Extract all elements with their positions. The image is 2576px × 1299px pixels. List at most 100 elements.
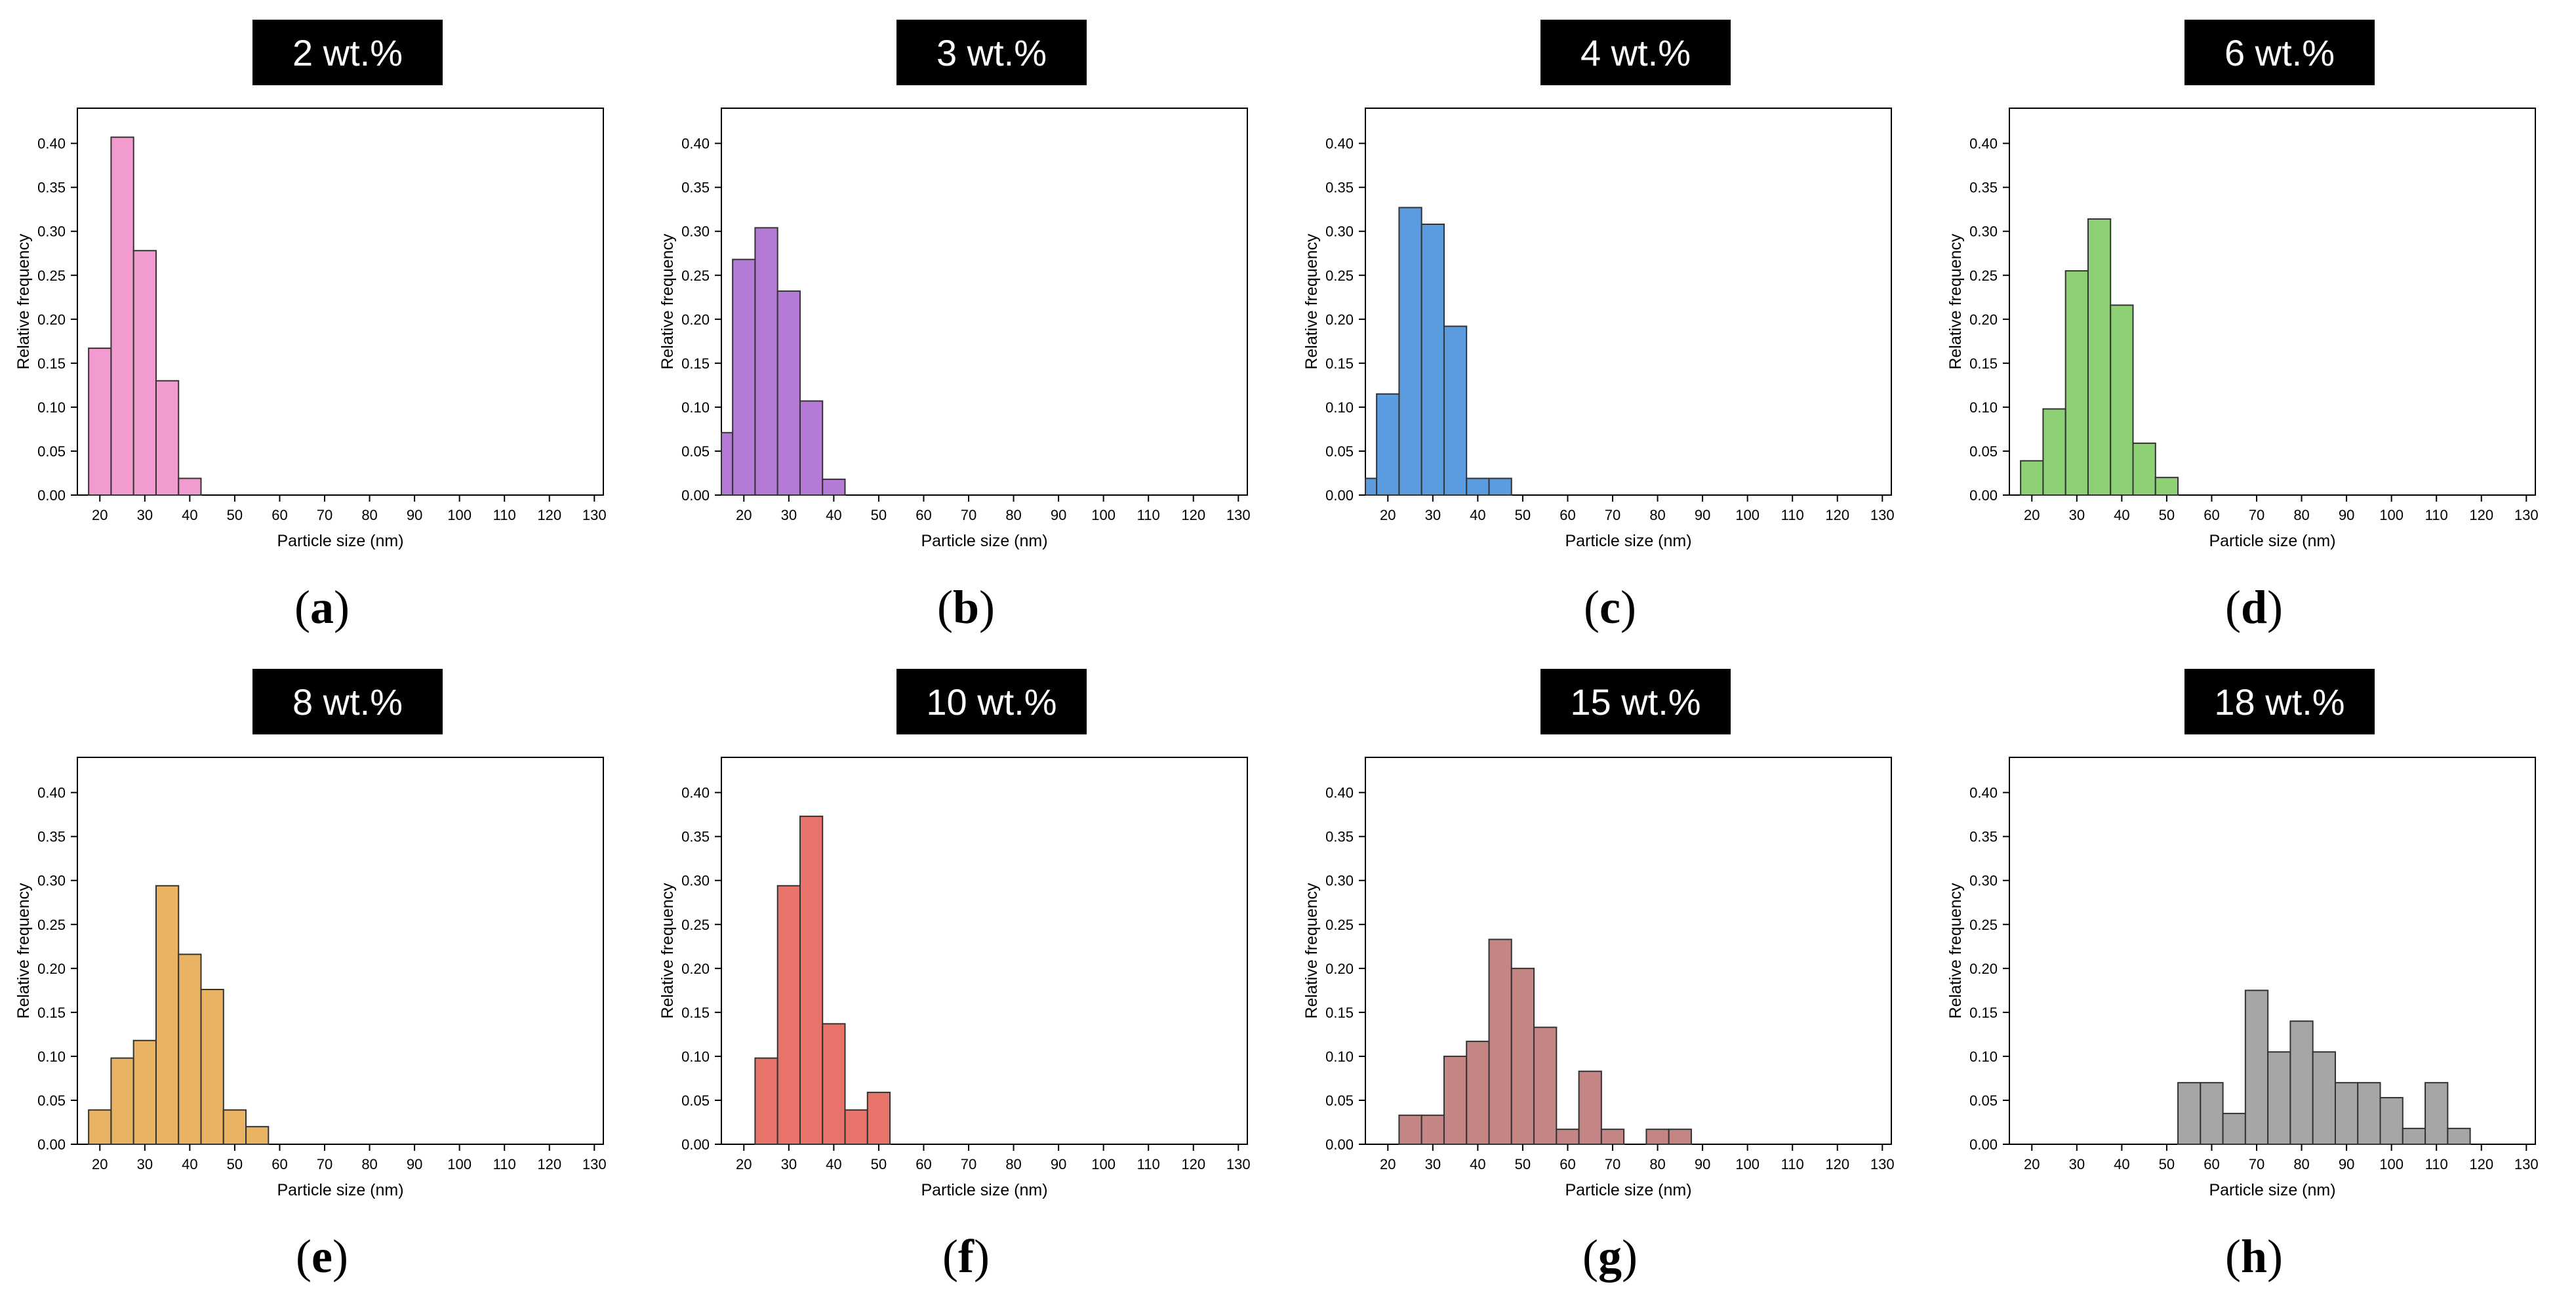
histogram-bar [2132, 442, 2156, 496]
y-tick-label: 0.05 [681, 1092, 710, 1109]
x-tick-label: 110 [2425, 1156, 2448, 1172]
y-axis-label: Relative frequency [658, 233, 677, 370]
x-tick-label: 70 [1605, 1156, 1620, 1172]
y-tick-label: 0.25 [37, 917, 66, 933]
histogram-bar [1365, 477, 1378, 496]
x-tick-label: 30 [1425, 507, 1441, 523]
panel-letter: (e) [296, 1230, 348, 1283]
y-tick-label: 0.00 [37, 1136, 66, 1153]
y-tick-label: 0.40 [37, 136, 66, 152]
x-tick-label: 50 [871, 1156, 887, 1172]
histogram-bar [110, 136, 134, 496]
x-tick-label: 120 [1181, 1156, 1205, 1172]
plot-frame [1365, 108, 1892, 496]
panel-letter: (h) [2224, 1230, 2283, 1283]
chart-title: 3 wt.% [896, 20, 1087, 85]
x-tick-label: 110 [493, 507, 516, 523]
histogram-bar [1398, 1114, 1422, 1145]
y-tick-label: 0.20 [1969, 311, 1998, 328]
y-tick-label: 0.15 [1969, 1005, 1998, 1021]
histogram-bar [2267, 1051, 2291, 1145]
x-tick-label: 90 [407, 507, 422, 523]
histogram-bar [2110, 304, 2134, 496]
x-tick-label: 60 [916, 507, 931, 523]
histogram-bar [2154, 477, 2179, 496]
y-tick-label: 0.40 [37, 785, 66, 801]
y-tick-label: 0.05 [1325, 1092, 1354, 1109]
x-tick-label: 40 [2114, 507, 2129, 523]
histogram-bar [1398, 207, 1422, 496]
y-axis-label: Relative frequency [14, 233, 33, 370]
histogram-bar [1578, 1070, 1602, 1145]
x-tick-label: 30 [1425, 1156, 1441, 1172]
x-axis-label: Particle size (nm) [921, 1181, 1047, 1199]
panel-letter: (c) [1584, 581, 1636, 633]
panel-letter-text: h [2240, 1230, 2268, 1283]
histogram-bar [245, 1126, 270, 1146]
histogram-bar [822, 478, 846, 496]
y-tick-label: 0.05 [37, 443, 66, 460]
panel-letter-text: g [1598, 1230, 1622, 1283]
histogram-bar [88, 1109, 112, 1145]
y-tick-label: 0.10 [1325, 399, 1354, 416]
histogram-bar [200, 989, 224, 1145]
histogram-bar [178, 953, 202, 1145]
x-tick-label: 80 [1649, 507, 1665, 523]
x-tick-label: 20 [736, 507, 752, 523]
histogram-bar [2402, 1127, 2426, 1146]
x-tick-label: 100 [1091, 507, 1116, 523]
y-tick-label: 0.20 [1969, 961, 1998, 977]
histogram-bar [844, 1109, 868, 1145]
histogram-bar [155, 380, 180, 496]
chart-plot-a: 0.00 0.05 0.10 0.15 0.20 0.25 0.30 0.35 0.40 20 30… [14, 108, 607, 550]
x-tick-label: 70 [317, 1156, 332, 1172]
x-axis-label: Particle size (nm) [1565, 1181, 1691, 1199]
panel-letter-text: d [2240, 581, 2268, 633]
histogram-bar [1466, 1041, 1490, 1146]
y-tick-label: 0.30 [1969, 873, 1998, 889]
x-tick-label: 50 [871, 507, 887, 523]
x-axis-label: Particle size (nm) [2209, 532, 2335, 550]
y-tick-label: 0.00 [1325, 487, 1354, 504]
y-tick-label: 0.25 [1325, 917, 1354, 933]
x-tick-label: 100 [1735, 507, 1760, 523]
histogram-bar [2177, 1082, 2202, 1145]
x-tick-label: 80 [361, 507, 377, 523]
chart-plot-d: 0.00 0.05 0.10 0.15 0.20 0.25 0.30 0.35 0.40 20 30… [1946, 108, 2539, 550]
x-tick-label: 110 [1781, 1156, 1804, 1172]
y-tick-label: 0.10 [681, 1049, 710, 1065]
panel-letter-text: a [310, 581, 334, 633]
x-tick-label: 120 [537, 1156, 561, 1172]
y-tick-label: 0.25 [681, 268, 710, 284]
y-tick-label: 0.15 [1325, 1005, 1354, 1021]
chart-panel-d: 6 wt.% 0.00 0.05 0.10 0.15 0.20 0.25 0.30 0.35 0.… [1932, 0, 2576, 649]
y-tick-label: 0.20 [37, 961, 66, 977]
plot-frame [1365, 757, 1892, 1145]
x-tick-label: 100 [1735, 1156, 1760, 1172]
y-tick-label: 0.40 [1969, 136, 1998, 152]
y-tick-label: 0.00 [37, 487, 66, 504]
histogram-bar [2334, 1082, 2359, 1145]
y-tick-label: 0.25 [1969, 917, 1998, 933]
x-tick-label: 90 [2339, 507, 2354, 523]
histogram-bar [776, 290, 801, 496]
histogram-bar [2244, 989, 2269, 1145]
y-tick-label: 0.10 [1969, 1049, 1998, 1065]
x-tick-label: 100 [2379, 1156, 2404, 1172]
x-tick-label: 130 [2514, 507, 2539, 523]
x-tick-label: 100 [1091, 1156, 1116, 1172]
x-tick-label: 50 [227, 1156, 243, 1172]
chart-plot-h: 0.00 0.05 0.10 0.15 0.20 0.25 0.30 0.35 0.40 20 30… [1946, 757, 2539, 1199]
y-tick-label: 0.25 [681, 917, 710, 933]
chart-plot-b: 0.00 0.05 0.10 0.15 0.20 0.25 0.30 0.35 0.40 20 30… [658, 108, 1251, 550]
x-tick-label: 30 [137, 1156, 153, 1172]
chart-panel-e: 8 wt.% 0.00 0.05 0.10 0.15 0.20 0.25 0.30 0.35 0.… [0, 649, 644, 1298]
x-tick-label: 60 [916, 1156, 931, 1172]
panel-letter-text: c [1600, 581, 1620, 633]
chart-title: 2 wt.% [252, 20, 443, 85]
y-tick-label: 0.10 [681, 399, 710, 416]
x-tick-label: 20 [1380, 507, 1396, 523]
y-tick-label: 0.35 [681, 180, 710, 196]
y-tick-label: 0.15 [1325, 355, 1354, 372]
histogram-bar [2087, 218, 2112, 496]
